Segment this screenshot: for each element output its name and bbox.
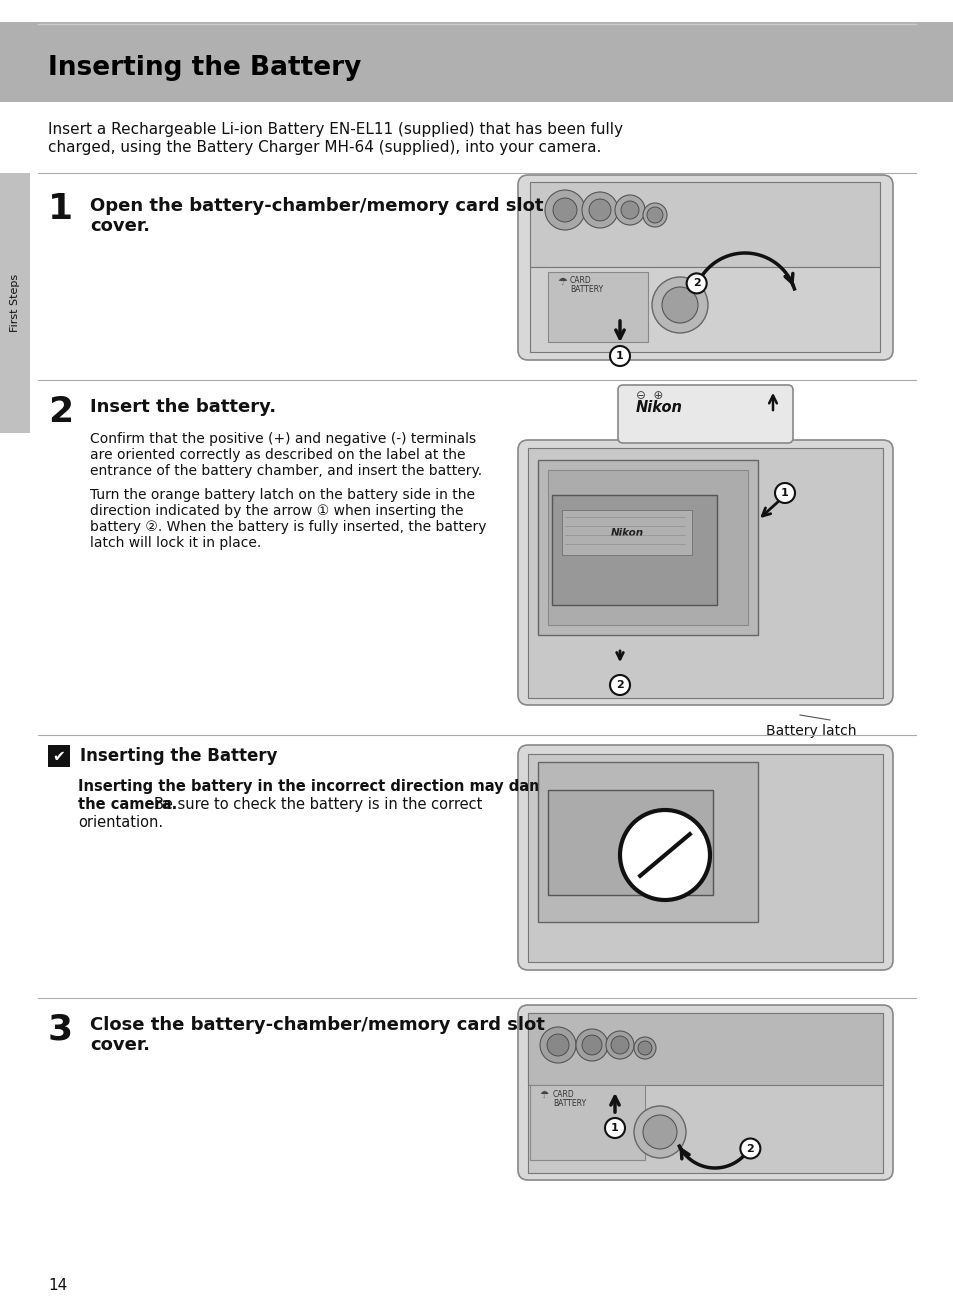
Circle shape bbox=[610, 1035, 628, 1054]
Circle shape bbox=[609, 346, 629, 367]
Text: Turn the orange battery latch on the battery side in the: Turn the orange battery latch on the bat… bbox=[90, 487, 475, 502]
Bar bbox=[527, 754, 882, 962]
Bar bbox=[527, 1013, 882, 1173]
Circle shape bbox=[581, 192, 618, 229]
Bar bbox=[530, 183, 879, 267]
Text: 1: 1 bbox=[48, 192, 73, 226]
Text: charged, using the Battery Charger MH-64 (supplied), into your camera.: charged, using the Battery Charger MH-64… bbox=[48, 141, 600, 155]
Circle shape bbox=[605, 1031, 634, 1059]
Text: direction indicated by the arrow ① when inserting the: direction indicated by the arrow ① when … bbox=[90, 505, 463, 518]
Circle shape bbox=[546, 1034, 568, 1056]
Bar bbox=[530, 1085, 644, 1160]
Bar bbox=[547, 470, 747, 625]
Circle shape bbox=[553, 198, 577, 222]
Text: CARD: CARD bbox=[569, 276, 591, 285]
Bar bbox=[561, 510, 691, 555]
Bar bbox=[552, 495, 717, 604]
FancyBboxPatch shape bbox=[517, 440, 892, 706]
Circle shape bbox=[642, 202, 666, 227]
Circle shape bbox=[544, 191, 584, 230]
Text: Battery latch: Battery latch bbox=[765, 724, 856, 738]
Bar bbox=[0, 173, 30, 434]
Circle shape bbox=[774, 484, 794, 503]
Circle shape bbox=[576, 1029, 607, 1060]
Bar bbox=[48, 745, 70, 767]
Text: Nikon: Nikon bbox=[610, 528, 643, 537]
Circle shape bbox=[588, 198, 610, 221]
Text: entrance of the battery chamber, and insert the battery.: entrance of the battery chamber, and ins… bbox=[90, 464, 481, 478]
Bar bbox=[537, 460, 758, 635]
Bar bbox=[537, 762, 758, 922]
Text: latch will lock it in place.: latch will lock it in place. bbox=[90, 536, 261, 551]
Text: Nikon: Nikon bbox=[636, 399, 682, 415]
Text: Inserting the Battery: Inserting the Battery bbox=[80, 746, 277, 765]
Circle shape bbox=[661, 286, 698, 323]
Circle shape bbox=[634, 1037, 656, 1059]
Text: ☂: ☂ bbox=[539, 1091, 549, 1100]
Text: 1: 1 bbox=[781, 487, 788, 498]
Text: 3: 3 bbox=[48, 1013, 73, 1047]
Circle shape bbox=[620, 201, 639, 219]
Circle shape bbox=[646, 208, 662, 223]
Text: the camera.: the camera. bbox=[78, 798, 182, 812]
Text: 2: 2 bbox=[745, 1143, 754, 1154]
FancyBboxPatch shape bbox=[618, 385, 792, 443]
FancyBboxPatch shape bbox=[517, 1005, 892, 1180]
Text: 2: 2 bbox=[48, 396, 73, 428]
Bar bbox=[0, 22, 953, 102]
Text: BATTERY: BATTERY bbox=[553, 1099, 585, 1108]
Circle shape bbox=[619, 809, 709, 900]
Text: cover.: cover. bbox=[90, 217, 150, 235]
Bar bbox=[527, 1013, 882, 1085]
Text: are oriented correctly as described on the label at the: are oriented correctly as described on t… bbox=[90, 448, 465, 463]
Text: ☂: ☂ bbox=[557, 277, 566, 286]
Text: Open the battery-chamber/memory card slot: Open the battery-chamber/memory card slo… bbox=[90, 197, 543, 215]
Text: 1: 1 bbox=[611, 1123, 618, 1133]
Circle shape bbox=[539, 1028, 576, 1063]
Text: 2: 2 bbox=[616, 681, 623, 690]
Text: First Steps: First Steps bbox=[10, 273, 20, 332]
FancyBboxPatch shape bbox=[517, 745, 892, 970]
Circle shape bbox=[634, 1106, 685, 1158]
Bar bbox=[547, 790, 712, 895]
Text: Insert a Rechargeable Li-ion Battery EN-EL11 (supplied) that has been fully: Insert a Rechargeable Li-ion Battery EN-… bbox=[48, 122, 622, 137]
Bar bbox=[530, 267, 879, 352]
Text: 2: 2 bbox=[692, 279, 700, 288]
Text: Close the battery-chamber/memory card slot: Close the battery-chamber/memory card sl… bbox=[90, 1016, 544, 1034]
Text: orientation.: orientation. bbox=[78, 815, 163, 830]
Text: CARD: CARD bbox=[553, 1091, 574, 1099]
Text: ⊖  ⊕: ⊖ ⊕ bbox=[636, 389, 662, 402]
Text: ✔: ✔ bbox=[52, 749, 66, 763]
Circle shape bbox=[609, 675, 629, 695]
FancyBboxPatch shape bbox=[517, 175, 892, 360]
Text: battery ②. When the battery is fully inserted, the battery: battery ②. When the battery is fully ins… bbox=[90, 520, 486, 533]
Text: Be sure to check the battery is in the correct: Be sure to check the battery is in the c… bbox=[154, 798, 482, 812]
Circle shape bbox=[615, 194, 644, 225]
Circle shape bbox=[651, 277, 707, 332]
Text: Confirm that the positive (+) and negative (-) terminals: Confirm that the positive (+) and negati… bbox=[90, 432, 476, 445]
Text: Inserting the Battery: Inserting the Battery bbox=[48, 55, 361, 81]
Text: 14: 14 bbox=[48, 1277, 67, 1293]
Text: cover.: cover. bbox=[90, 1035, 150, 1054]
Circle shape bbox=[642, 1116, 677, 1148]
Circle shape bbox=[638, 1041, 651, 1055]
Text: Insert the battery.: Insert the battery. bbox=[90, 398, 275, 417]
Circle shape bbox=[581, 1035, 601, 1055]
Text: BATTERY: BATTERY bbox=[569, 285, 602, 294]
Circle shape bbox=[604, 1118, 624, 1138]
Circle shape bbox=[740, 1138, 760, 1159]
Bar bbox=[527, 448, 882, 698]
Text: 1: 1 bbox=[616, 351, 623, 361]
Text: Inserting the battery in the incorrect direction may damage: Inserting the battery in the incorrect d… bbox=[78, 779, 574, 794]
Circle shape bbox=[686, 273, 706, 293]
Bar bbox=[547, 272, 647, 342]
